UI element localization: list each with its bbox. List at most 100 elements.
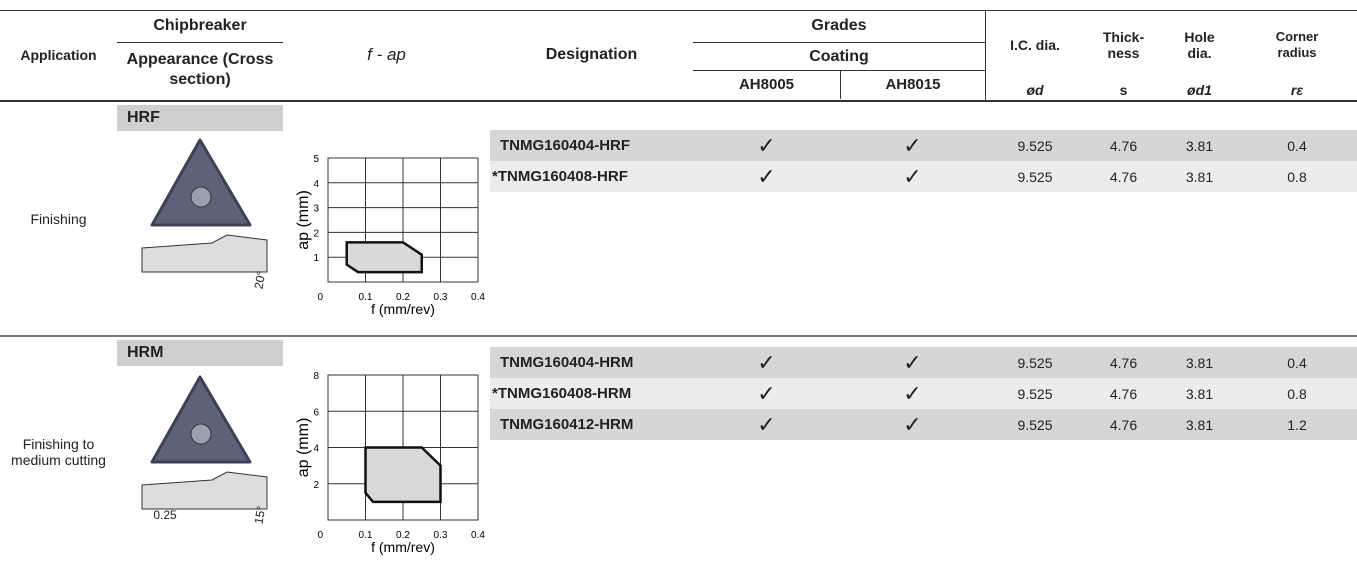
range-area [364,446,442,504]
header-coating: Coating [809,47,869,65]
grade-check: ✓ [903,380,922,406]
plot-frame [327,157,479,283]
application: Finishing to medium cutting [11,436,106,468]
dimension: 0.8 [1287,168,1307,185]
dimension: 3.81 [1185,168,1214,185]
dimension: 3.81 [1185,385,1214,402]
symbol: ød1 [1187,82,1212,98]
dimension: 4.76 [1109,137,1138,154]
dimension: 4.76 [1109,416,1138,433]
application: Finishing [30,210,87,227]
chipbreaker-label: HRM [117,340,283,366]
dimension: 4.76 [1109,385,1138,402]
x-tick-label: 0.4 [471,292,485,303]
grade-check: ✓ [757,163,776,189]
x-tick-label: 0.3 [434,530,448,541]
grade-check: ✓ [903,411,922,437]
dimension: 3.81 [1185,137,1214,154]
dimension: 9.525 [1017,385,1053,402]
designation: *TNMG160408-HRF [492,167,628,185]
grade-check: ✓ [757,411,776,437]
row-bg [490,130,1357,161]
row-bg [490,161,1357,192]
grade-check: ✓ [757,349,776,375]
dimension: 0.4 [1287,354,1307,371]
header-ic: I.C. dia. [1010,37,1060,53]
header-chipbreaker: Chipbreaker [153,17,247,34]
dimension: 3.81 [1185,354,1214,371]
dimension: 3.81 [1185,416,1214,433]
y-tick-label: 2 [313,480,319,491]
dimension: 4.76 [1109,354,1138,371]
y-tick-label: 6 [313,407,319,418]
dimension-label: 0.25 [153,508,177,522]
plot-frame [327,374,479,521]
grade-check: ✓ [757,380,776,406]
rule [0,10,1357,11]
x-axis-label: f (mm/rev) [371,539,435,555]
header-grades: Grades [811,17,867,34]
x-tick-label: 0.1 [359,292,373,303]
row-bg [490,409,1357,440]
header-grade2: AH8015 [885,76,941,93]
header-fap: f - ap [367,45,406,64]
rule [985,10,986,100]
y-tick-label: 3 [313,204,319,215]
symbol: rε [1290,82,1304,98]
symbol: s [1119,82,1128,98]
header-appearance: Appearance (Cross section) [126,51,274,88]
header-corner: Corner radius [1275,29,1319,60]
grade-check: ✓ [903,163,922,189]
insert-illustration [141,138,268,273]
dimension: 9.525 [1017,416,1053,433]
designation: TNMG160404-HRF [500,136,631,154]
rule [117,42,283,43]
range-area [345,241,423,274]
header-application: Application [20,47,97,63]
rule [693,70,985,71]
chipbreaker-label: HRF [117,105,283,131]
dimension: 0.4 [1287,137,1307,154]
rule [0,100,1357,102]
insert-illustration [141,375,268,510]
y-tick-label: 1 [313,253,319,264]
y-tick-label: 5 [313,154,319,165]
x-tick-label: 0.4 [471,530,485,541]
symbol: ød [1026,82,1044,98]
x-tick-label: 0.3 [434,292,448,303]
grade-check: ✓ [903,349,922,375]
row-bg [490,378,1357,409]
rule [693,42,985,43]
x-axis-label: f (mm/rev) [371,301,435,317]
y-tick-label: 4 [313,179,319,190]
dimension: 0.8 [1287,385,1307,402]
rule [0,335,1357,337]
y-tick-label: 0 [317,530,323,541]
dimension: 1.2 [1287,416,1307,433]
rule [840,71,841,99]
designation: TNMG160412-HRM [500,415,634,433]
y-tick-label: 4 [313,444,319,455]
x-tick-label: 0.2 [396,292,410,303]
y-tick-label: 2 [313,228,319,239]
dimension: 4.76 [1109,168,1138,185]
designation: *TNMG160408-HRM [492,384,632,402]
y-tick-label: 8 [313,371,319,382]
header-hole: Hole dia. [1184,29,1215,61]
x-tick-label: 0.2 [396,530,410,541]
dimension: 9.525 [1017,168,1053,185]
grade-check: ✓ [757,132,776,158]
designation: TNMG160404-HRM [500,353,634,371]
grade-check: ✓ [903,132,922,158]
y-axis-label: ap (mm) [295,418,312,478]
y-axis-label: ap (mm) [295,190,312,250]
header-thick: Thick- ness [1102,29,1145,61]
dimension: 9.525 [1017,137,1053,154]
x-tick-label: 0.1 [359,530,373,541]
row-bg [490,347,1357,378]
y-tick-label: 0 [317,292,323,303]
header-designation: Designation [545,46,638,63]
header-grade1: AH8005 [738,76,795,93]
dimension: 9.525 [1017,354,1053,371]
